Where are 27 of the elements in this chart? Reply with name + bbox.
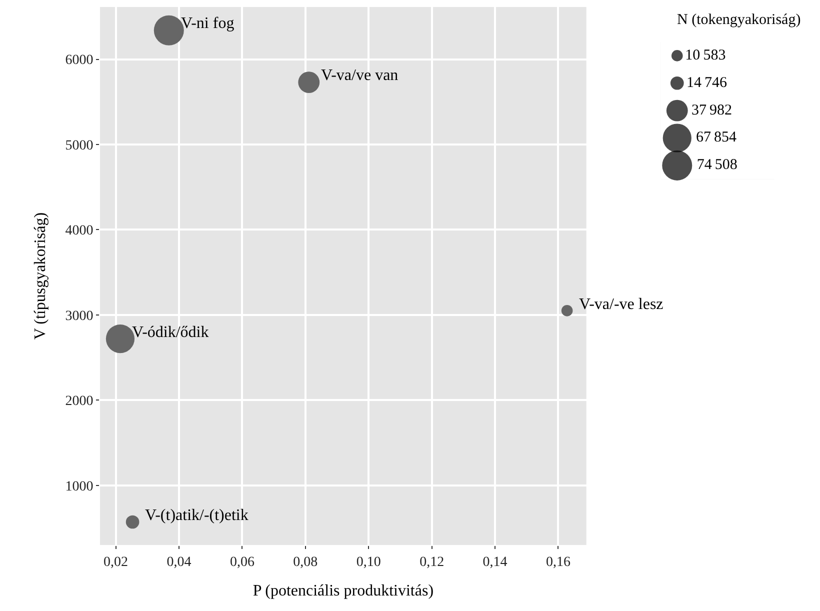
x-tick-label: 0,06 (230, 554, 254, 570)
legend-label: 14 746 (686, 74, 728, 91)
x-tick-label: 0,12 (420, 554, 444, 570)
y-tick-label: 3000 (65, 308, 94, 324)
y-tick-label: 4000 (65, 224, 94, 239)
annotation: V-va/-ve lesz (579, 296, 664, 313)
annotation: V-ni fog (181, 15, 234, 32)
annotation: V-(t)atik/-(t)etik (145, 507, 248, 524)
y-tick-label: 1000 (65, 479, 94, 494)
x-tick-label: 0,16 (546, 554, 570, 570)
legend-label: 67 854 (696, 130, 738, 146)
annotation: V-ódik/ődik (132, 324, 209, 341)
y-tick-label: 6000 (65, 53, 94, 68)
x-axis-title: P (potenciális produktivitás) (252, 582, 434, 600)
legend-label: 74 508 (696, 157, 738, 174)
legend-label: 37 982 (692, 102, 732, 118)
y-axis-title: V (típusgyakoriság) (32, 212, 50, 340)
x-tick-label: 0,02 (104, 554, 128, 570)
x-tick-label: 0,10 (356, 554, 381, 570)
x-tick-label: 0,04 (166, 554, 192, 570)
annotation: V-va/ve van (321, 67, 398, 84)
legend-title: N (tokengyakoriság) (677, 12, 801, 28)
x-tick-label: 0,14 (482, 554, 508, 570)
legend-label: 10 583 (685, 47, 726, 64)
x-tick-label: 0,08 (293, 554, 318, 570)
y-tick-label: 2000 (65, 394, 94, 410)
y-tick-label: 5000 (65, 138, 94, 154)
